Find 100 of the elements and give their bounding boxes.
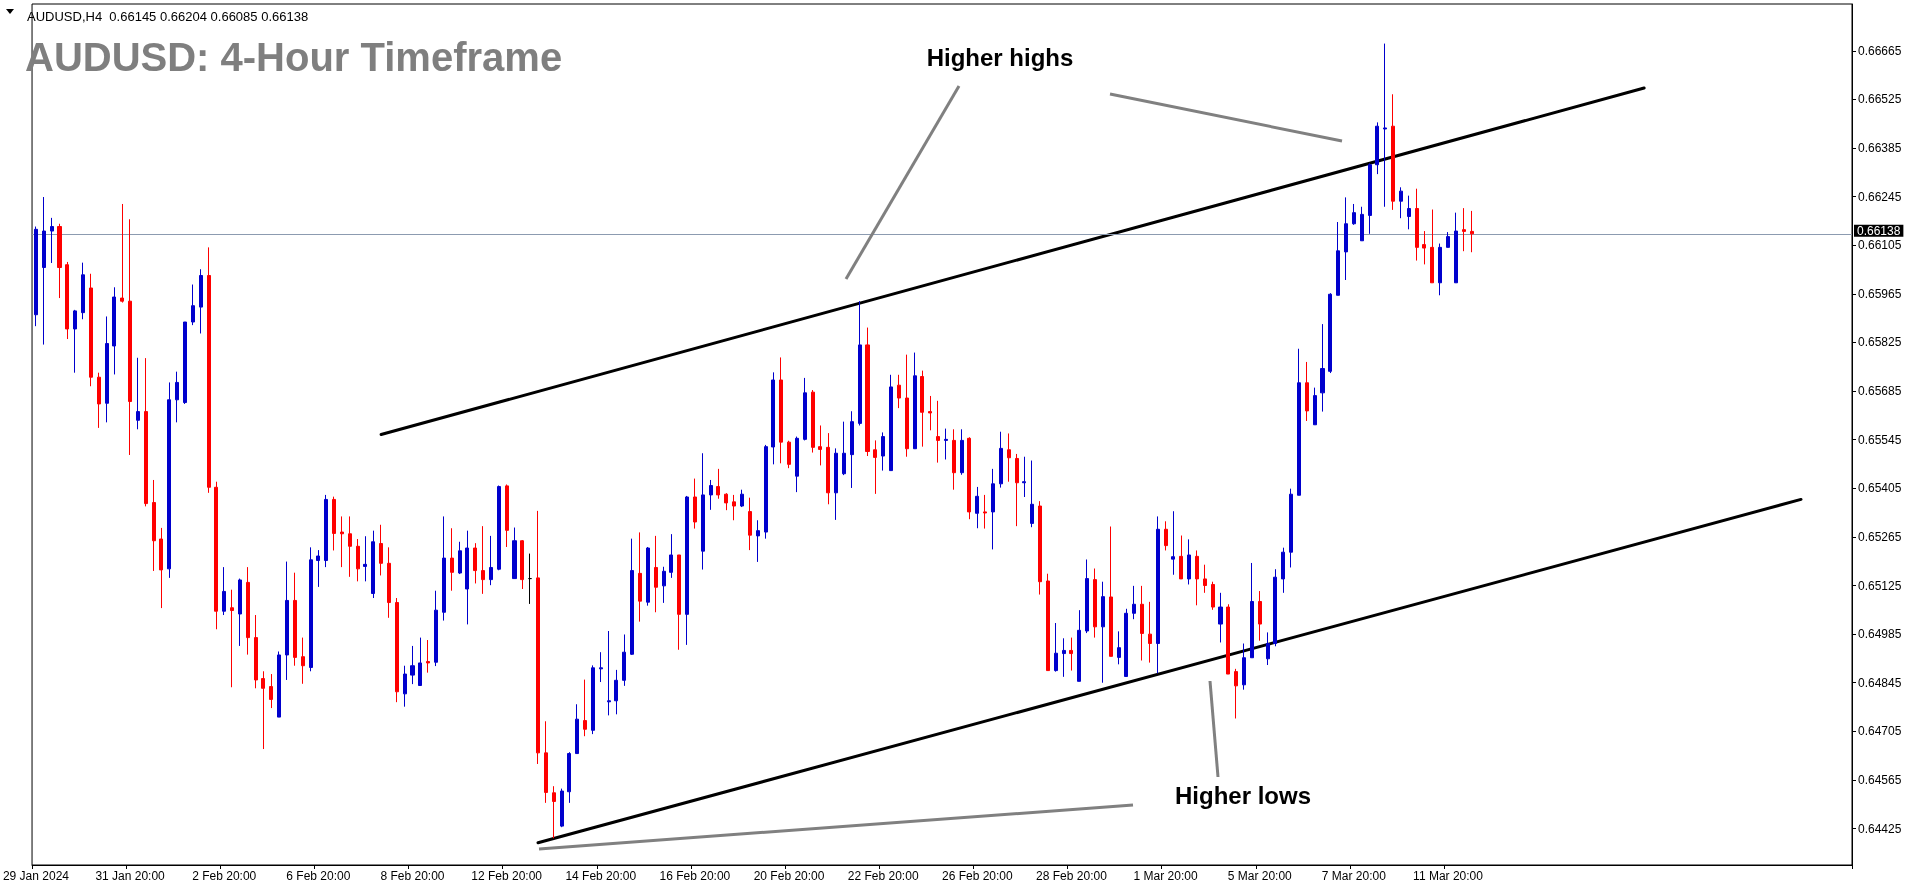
candlestick	[1438, 243, 1442, 296]
candlestick	[709, 479, 713, 511]
candlestick	[136, 357, 140, 430]
candlestick	[1046, 573, 1050, 672]
candlestick	[316, 549, 320, 588]
candlestick	[387, 546, 391, 619]
candlestick	[348, 515, 352, 578]
candlestick	[701, 452, 705, 571]
candlestick	[1352, 203, 1356, 226]
y-tick-label: 0.66245	[1858, 189, 1902, 204]
candlestick	[442, 515, 446, 622]
candlestick	[528, 553, 532, 605]
candlestick	[269, 673, 273, 709]
candlestick	[332, 496, 336, 551]
candlestick	[967, 436, 971, 520]
candlestick	[1454, 212, 1458, 284]
y-tick-label: 0.65405	[1858, 481, 1902, 496]
y-tick-label: 0.64845	[1858, 675, 1902, 690]
candlestick	[826, 432, 830, 505]
candlestick	[1368, 162, 1372, 235]
candlestick	[1054, 622, 1058, 673]
candlestick	[669, 533, 673, 579]
candlestick	[1470, 210, 1474, 253]
candlestick	[1015, 453, 1019, 527]
x-tick-label: 11 Mar 20:00	[1413, 869, 1484, 883]
candlestick	[34, 226, 38, 327]
candlestick	[1187, 538, 1191, 585]
candlestick	[928, 395, 932, 431]
candlestick	[1422, 230, 1426, 265]
candlestick	[630, 538, 634, 656]
candlestick	[1109, 526, 1113, 657]
candlestick	[991, 468, 995, 550]
x-tick-label: 5 Mar 20:00	[1227, 869, 1293, 883]
y-tick-label: 0.65825	[1858, 335, 1902, 350]
candlestick	[983, 494, 987, 530]
candlestick	[1407, 195, 1411, 230]
annotation: Higher highs	[926, 43, 1074, 71]
x-tick-label: 8 Feb 20:00	[380, 869, 445, 883]
candlestick	[1360, 206, 1364, 242]
candlestick	[544, 720, 548, 804]
candlestick	[599, 651, 603, 683]
candlestick	[1266, 631, 1270, 666]
candlestick	[1273, 568, 1277, 647]
x-tick-label: 2 Feb 20:00	[192, 869, 257, 883]
candlestick	[473, 542, 477, 584]
x-tick-label: 7 Mar 20:00	[1321, 869, 1387, 883]
candlestick	[889, 374, 893, 472]
candlestick	[340, 515, 344, 568]
candlestick	[818, 424, 822, 466]
x-tick-label: 14 Feb 20:00	[565, 869, 637, 883]
candlestick	[1289, 488, 1293, 568]
candlestick	[1313, 387, 1317, 426]
candlestick	[1391, 93, 1395, 211]
candlestick	[756, 519, 760, 563]
candlestick	[1203, 564, 1207, 594]
candlestick	[1336, 221, 1340, 296]
candlestick	[1446, 231, 1450, 248]
candlestick	[1320, 323, 1325, 413]
candlestick	[57, 223, 62, 299]
candlestick	[1062, 637, 1066, 678]
candlestick	[520, 539, 524, 590]
candlestick	[309, 546, 313, 672]
candlestick	[238, 578, 242, 647]
y-tick-label: 0.65685	[1858, 384, 1902, 399]
candlestick	[1148, 601, 1152, 664]
candlestick	[1462, 207, 1466, 252]
candlestick	[167, 381, 171, 579]
candlestick	[960, 428, 964, 476]
candlestick	[1022, 456, 1026, 498]
candlestick	[254, 614, 258, 689]
candlestick	[144, 357, 148, 507]
candlestick	[410, 645, 415, 685]
candlestick	[654, 535, 658, 613]
candlestick	[552, 785, 556, 839]
candlestick	[614, 669, 618, 715]
candlestick	[1085, 558, 1089, 634]
candlestick	[1344, 196, 1348, 281]
y-tick-label: 0.65265	[1858, 529, 1902, 544]
candlestick	[1226, 603, 1230, 675]
y-tick-label: 0.65965	[1858, 286, 1902, 301]
candlestick	[920, 370, 924, 448]
candlestick	[607, 630, 611, 716]
candlestick	[199, 268, 203, 334]
candlestick	[591, 664, 595, 735]
candlestick	[771, 371, 775, 465]
candlestick	[222, 566, 226, 616]
candlestick	[458, 541, 462, 575]
candlestick	[489, 535, 493, 586]
x-tick-label: 6 Feb 20:00	[286, 869, 351, 883]
candlestick	[159, 527, 163, 609]
chart-subtitle: AUDUSD,H4 0.66145 0.66204 0.66085 0.66138	[27, 9, 309, 24]
candlestick	[1164, 520, 1168, 551]
x-tick-label: 1 Mar 20:00	[1133, 869, 1198, 883]
candlestick	[1250, 562, 1254, 659]
candlestick	[1156, 515, 1160, 674]
candlestick	[881, 431, 885, 472]
candlestick	[1077, 609, 1081, 682]
candlestick	[646, 546, 650, 607]
candlestick	[748, 497, 752, 551]
candlestick	[1195, 549, 1199, 606]
